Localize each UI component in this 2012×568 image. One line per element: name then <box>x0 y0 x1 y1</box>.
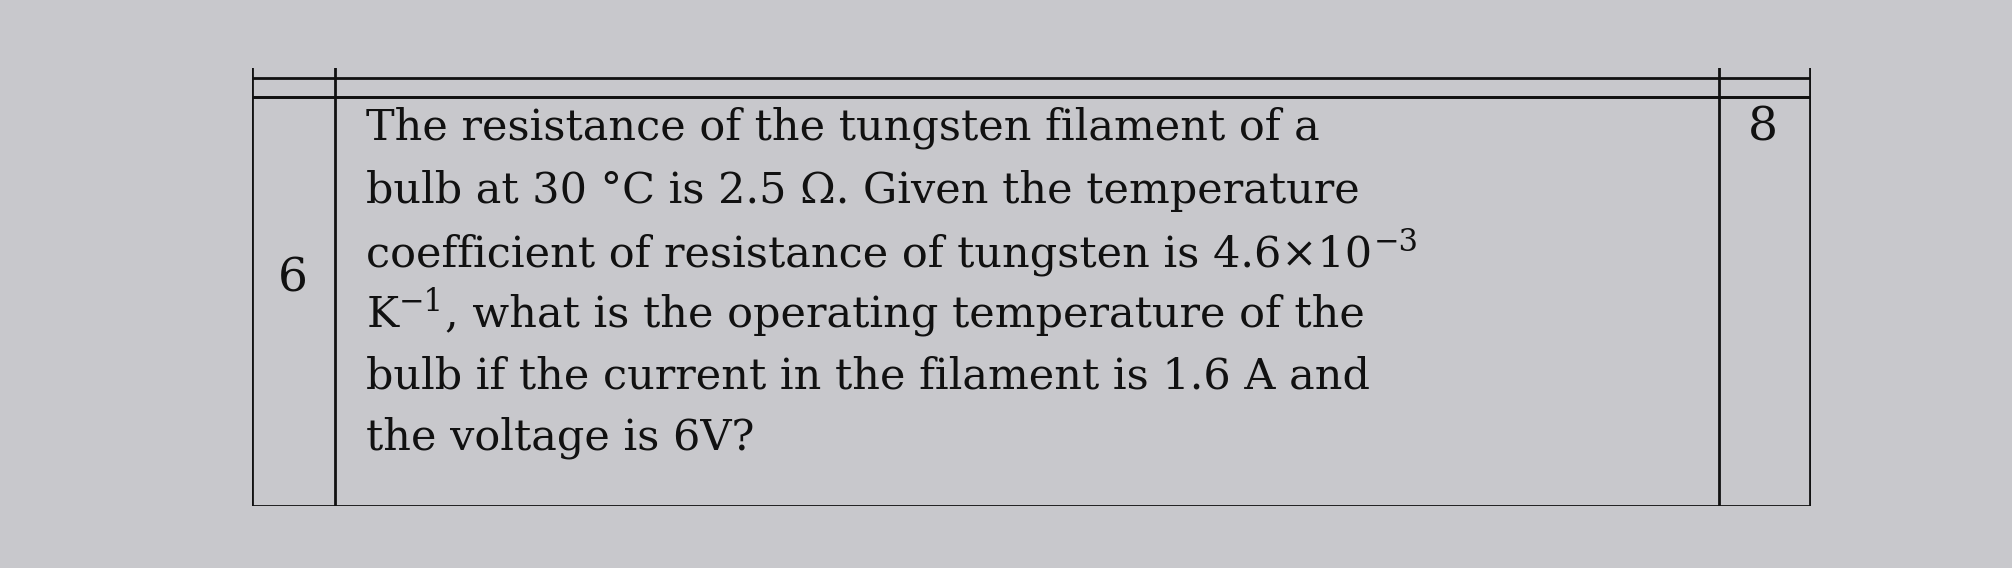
Text: K: K <box>366 294 398 336</box>
Text: , what is the operating temperature of the: , what is the operating temperature of t… <box>445 293 1364 336</box>
Text: the voltage is 6V?: the voltage is 6V? <box>366 416 754 459</box>
Text: bulb if the current in the filament is 1.6 A and: bulb if the current in the filament is 1… <box>366 355 1370 397</box>
Text: coefficient of resistance of tungsten is 4.6×10: coefficient of resistance of tungsten is… <box>366 233 1372 275</box>
Text: −3: −3 <box>1374 227 1418 258</box>
Text: bulb at 30 °C is 2.5 Ω. Given the temperature: bulb at 30 °C is 2.5 Ω. Given the temper… <box>366 170 1360 212</box>
Text: 8: 8 <box>1748 106 1779 151</box>
Text: 6: 6 <box>278 256 308 301</box>
Text: The resistance of the tungsten filament of a: The resistance of the tungsten filament … <box>366 107 1320 149</box>
Text: −1: −1 <box>398 287 445 318</box>
